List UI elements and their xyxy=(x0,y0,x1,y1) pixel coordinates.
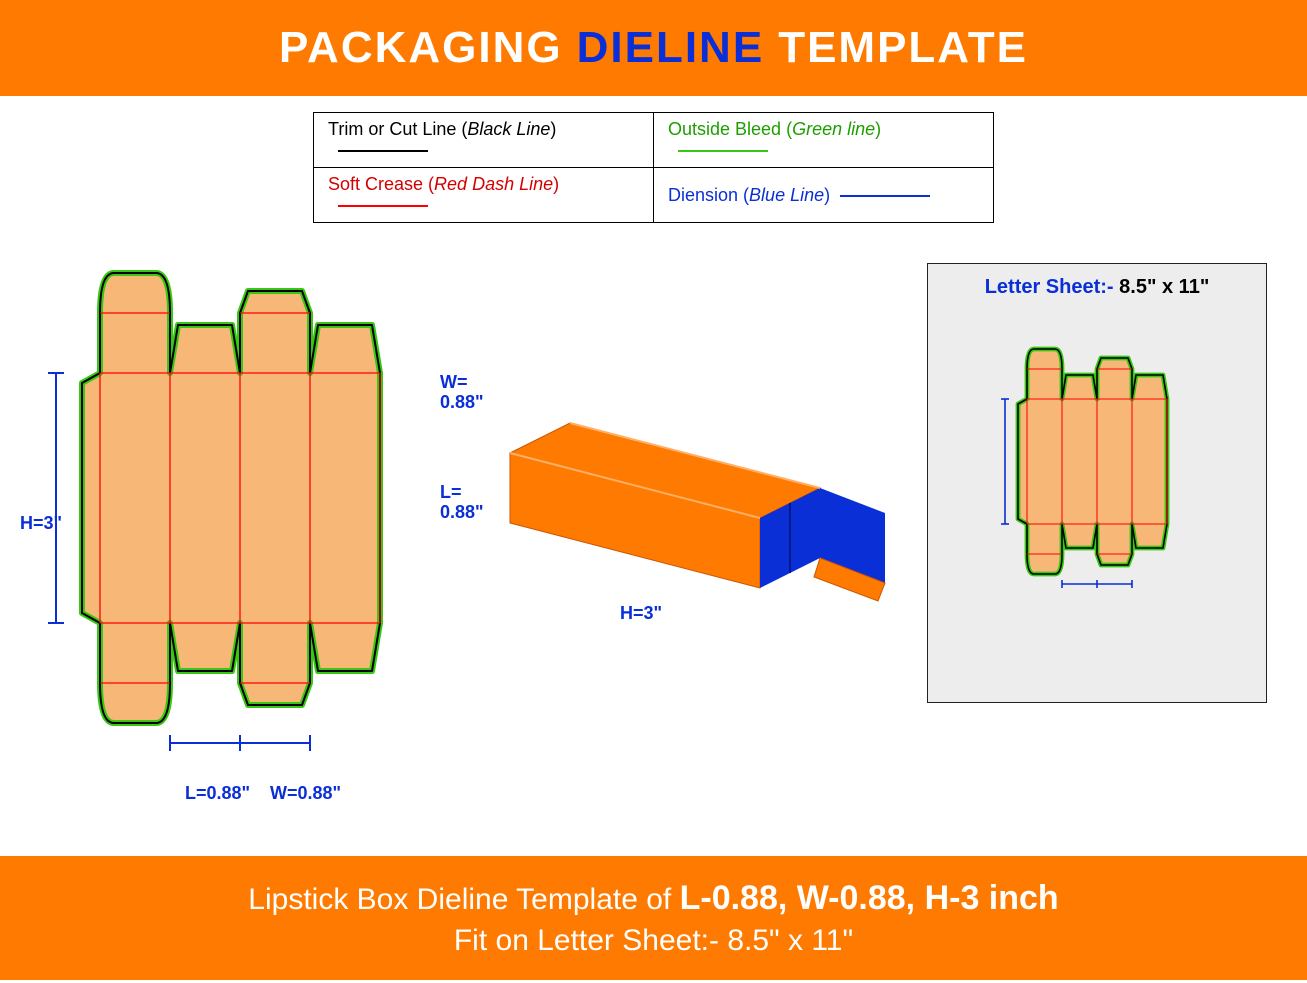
legend-cell: Diension (Blue Line) xyxy=(654,168,994,223)
header-banner: PACKAGING DIELINE TEMPLATE xyxy=(0,0,1307,96)
sheet-title: Letter Sheet:- 8.5" x 11" xyxy=(928,276,1266,299)
box3d-l-label: L= 0.88" xyxy=(440,483,484,523)
dieline-flat xyxy=(40,253,440,773)
header-word-template: TEMPLATE xyxy=(778,23,1028,73)
box3d-w-label: W= 0.88" xyxy=(440,373,484,413)
box-3d xyxy=(430,363,910,703)
footer-line2: Fit on Letter Sheet:- 8.5" x 11" xyxy=(454,924,853,958)
footer-banner: Lipstick Box Dieline Template of L-0.88,… xyxy=(0,856,1307,980)
dim-l-label: L=0.88" xyxy=(185,783,250,804)
box3d-h-label: H=3" xyxy=(620,603,662,624)
legend-table: Trim or Cut Line (Black Line)Outside Ble… xyxy=(313,112,994,223)
legend-cell: Trim or Cut Line (Black Line) xyxy=(314,113,654,168)
legend-cell: Soft Crease (Red Dash Line) xyxy=(314,168,654,223)
header-word-packaging: PACKAGING xyxy=(279,23,563,73)
dim-w-label: W=0.88" xyxy=(270,783,341,804)
legend-cell: Outside Bleed (Green line) xyxy=(654,113,994,168)
dieline-mini xyxy=(997,339,1197,599)
letter-sheet-panel: Letter Sheet:- 8.5" x 11" xyxy=(927,263,1267,703)
footer-line1: Lipstick Box Dieline Template of L-0.88,… xyxy=(248,879,1058,918)
header-word-dieline: DIELINE xyxy=(577,23,765,73)
dim-h-label: H=3" xyxy=(20,513,62,534)
